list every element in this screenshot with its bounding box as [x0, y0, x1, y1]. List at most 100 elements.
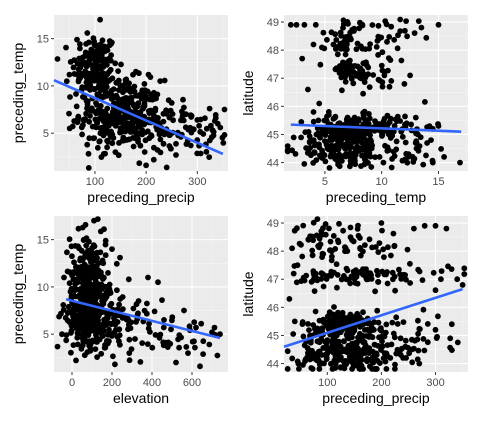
data-point	[357, 19, 363, 26]
data-point	[336, 151, 343, 158]
data-point	[330, 41, 337, 48]
data-point	[121, 102, 128, 109]
data-point	[351, 359, 358, 365]
data-point	[333, 261, 340, 268]
data-point	[316, 317, 323, 324]
data-point	[180, 96, 186, 103]
panel-3: 0 200 400 600 5 10 15 elevation preceding_temp	[10, 216, 228, 406]
data-point	[70, 269, 77, 275]
data-point	[391, 334, 398, 341]
data-point	[143, 162, 150, 169]
data-point	[141, 149, 148, 155]
data-point	[306, 327, 312, 333]
data-point	[384, 112, 391, 119]
data-point	[125, 276, 132, 283]
data-point	[354, 143, 360, 150]
data-point	[380, 246, 387, 253]
data-point	[144, 128, 151, 135]
data-point	[147, 74, 154, 80]
data-point	[314, 216, 321, 223]
data-point	[367, 333, 374, 340]
data-point	[94, 255, 100, 261]
data-point	[82, 116, 88, 122]
data-point	[74, 330, 81, 336]
data-point	[206, 341, 213, 348]
data-point	[69, 319, 76, 326]
data-point	[435, 313, 441, 320]
data-point	[432, 222, 439, 229]
data-point	[336, 220, 342, 227]
data-point	[331, 304, 337, 310]
data-point	[294, 358, 301, 365]
data-point	[170, 117, 177, 124]
data-point	[375, 279, 381, 285]
data-point	[402, 272, 408, 278]
data-point	[364, 320, 371, 327]
data-point	[290, 331, 297, 337]
data-point	[94, 328, 101, 335]
data-point	[307, 144, 314, 151]
data-point	[381, 72, 388, 79]
data-point	[391, 242, 398, 249]
data-point	[405, 151, 412, 158]
data-point	[200, 351, 207, 357]
data-point	[415, 147, 422, 154]
data-point	[340, 227, 346, 234]
data-point	[332, 46, 339, 52]
data-point	[168, 100, 175, 106]
data-point	[377, 360, 383, 366]
data-point	[350, 80, 357, 87]
data-point	[98, 350, 105, 357]
data-point	[430, 269, 437, 276]
data-point	[128, 346, 135, 352]
data-point	[107, 302, 114, 309]
data-point	[347, 118, 354, 125]
data-point	[85, 247, 91, 254]
data-point	[80, 72, 86, 78]
data-point	[423, 34, 430, 41]
data-point	[100, 260, 107, 267]
data-point	[398, 345, 405, 352]
data-point	[168, 326, 174, 333]
data-point	[416, 268, 423, 275]
data-point	[367, 41, 373, 47]
data-point	[394, 321, 401, 327]
data-point	[120, 306, 126, 312]
data-point	[433, 335, 440, 341]
data-point	[115, 68, 121, 74]
data-point	[432, 326, 439, 333]
data-point	[190, 126, 197, 133]
y-tick-label: 15	[37, 34, 49, 46]
data-point	[415, 347, 422, 354]
data-point	[416, 143, 423, 150]
data-point	[298, 278, 305, 284]
data-point	[415, 317, 421, 324]
data-point	[64, 249, 70, 256]
data-point	[323, 355, 330, 361]
data-point	[178, 117, 184, 124]
data-point	[316, 132, 322, 139]
data-point	[324, 36, 330, 43]
data-point	[360, 90, 366, 97]
data-point	[91, 86, 98, 92]
data-point	[102, 296, 108, 302]
data-point	[367, 132, 373, 139]
data-point	[338, 138, 344, 145]
data-point	[372, 366, 379, 372]
data-point	[348, 273, 355, 280]
data-point	[443, 225, 450, 232]
data-point	[334, 338, 341, 345]
data-point	[353, 269, 360, 275]
data-point	[411, 155, 418, 162]
data-point	[403, 18, 409, 24]
data-point	[393, 350, 400, 357]
data-point	[106, 326, 112, 333]
data-point	[104, 105, 111, 112]
data-point	[136, 160, 143, 167]
data-point	[60, 302, 67, 308]
data-point	[117, 82, 124, 89]
data-point	[101, 274, 107, 281]
data-point	[299, 321, 306, 327]
data-point	[107, 57, 114, 64]
data-point	[332, 246, 339, 252]
